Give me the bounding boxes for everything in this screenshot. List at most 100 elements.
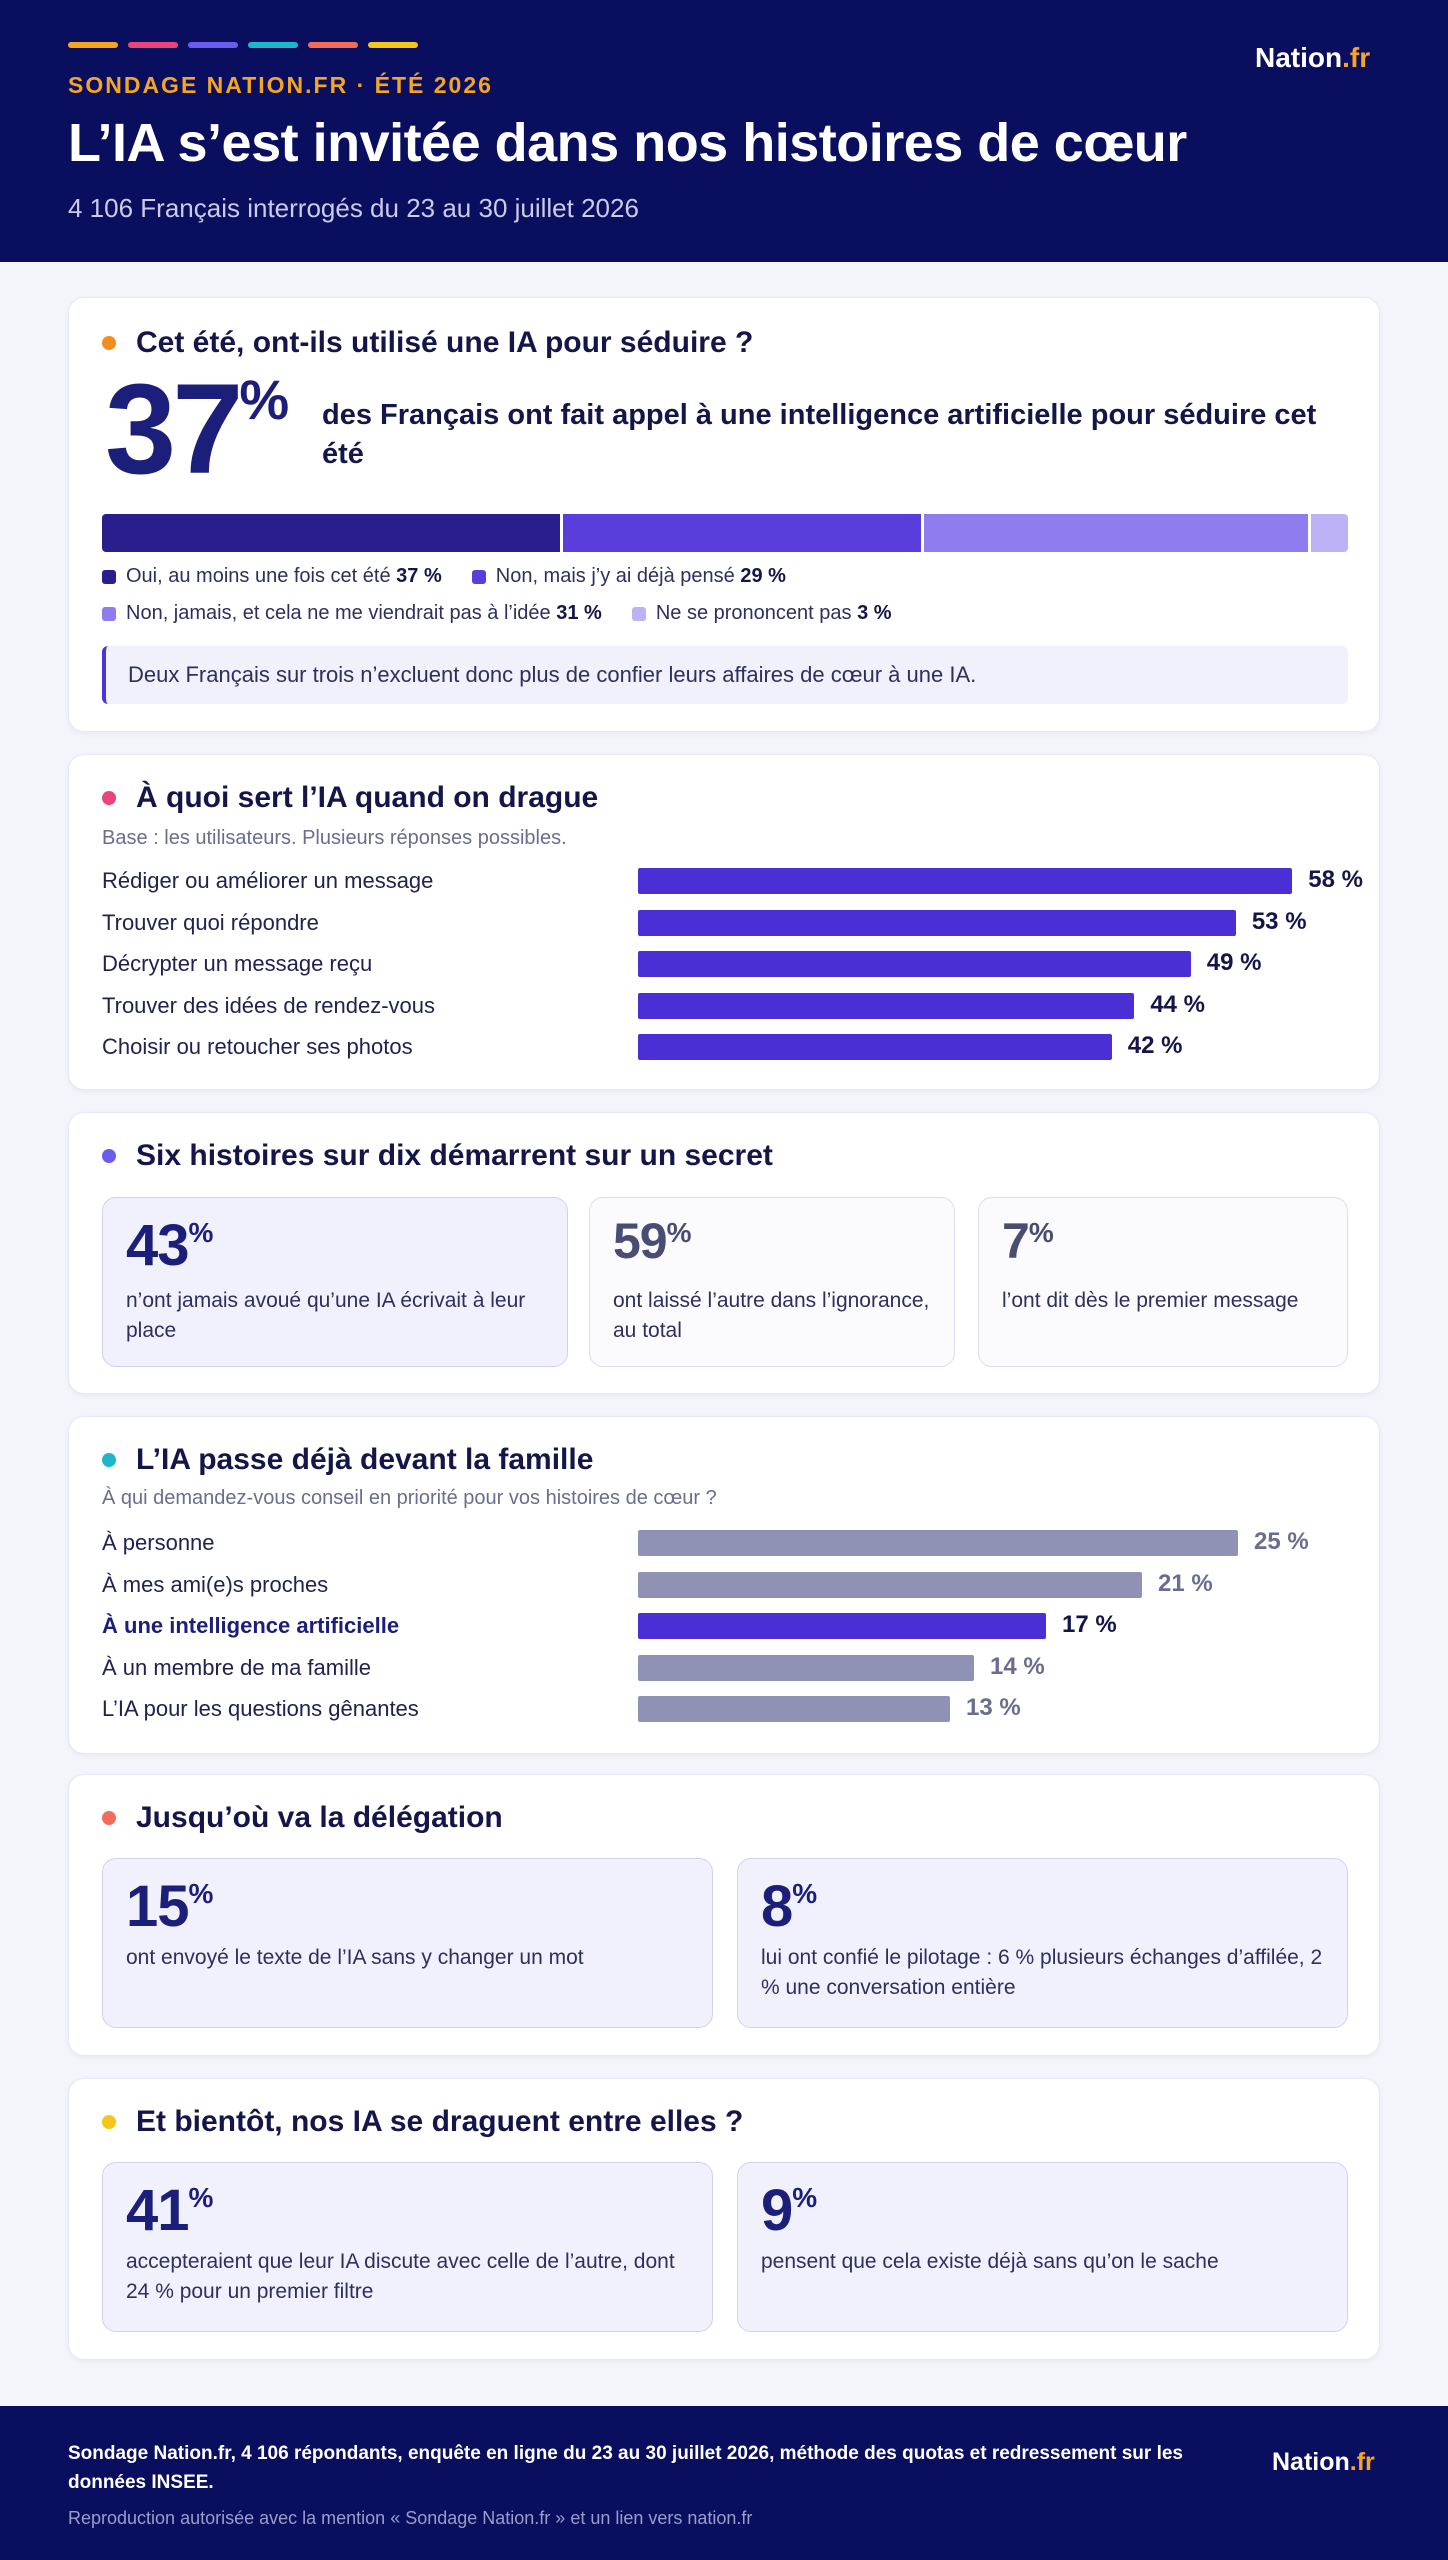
bar-label: À un membre de ma famille	[102, 1654, 371, 1680]
kicker: SONDAGE NATION.FR · ÉTÉ 2026	[68, 72, 493, 98]
page-title: L’IA s’est invitée dans nos histoires de…	[68, 113, 1187, 173]
legend-swatch	[471, 569, 486, 584]
legend-value: 29 %	[740, 565, 786, 587]
section-advice: L’IA passe déjà devant la famille À qui …	[68, 1416, 1380, 1754]
stat-number: 41	[126, 2178, 190, 2243]
bar-value: 17 %	[1062, 1611, 1117, 1638]
section-ai-dating: Et bientôt, nos IA se draguent entre ell…	[68, 2078, 1380, 2360]
stat-number: 43	[126, 1213, 190, 1278]
bar-value: 21 %	[1158, 1569, 1213, 1597]
legend-value: 31 %	[556, 602, 602, 624]
bar-value: 44 %	[1150, 990, 1206, 1018]
bar-value: 58 %	[1308, 866, 1363, 893]
bar	[638, 1654, 974, 1681]
stat-card: 15% ont envoyé le texte de l’IA sans y c…	[102, 1858, 713, 2028]
stripe	[248, 42, 298, 48]
legend-label: Ne se prononcent pas	[655, 602, 852, 624]
stripe	[188, 42, 238, 48]
section-ai-uses: À quoi sert l’IA quand on drague Base : …	[68, 754, 1380, 1090]
legend-item: Non, jamais, et cela ne me viendrait pas…	[102, 602, 602, 625]
section-delegation: Jusqu’où va la délégation 15% ont envoyé…	[68, 1774, 1380, 2056]
bar-label: L’IA pour les questions gênantes	[102, 1696, 419, 1721]
section-title-text: Jusqu’où va la délégation	[136, 1801, 503, 1834]
stat-value: 8%	[761, 1875, 817, 1939]
legend-swatch	[102, 569, 116, 584]
stripe	[368, 42, 418, 48]
bar-label: Trouver des idées de rendez-vous	[102, 992, 436, 1018]
stat-text: ont laissé l’autre dans l’ignorance, au …	[613, 1289, 930, 1343]
legend-row-1: Oui, au moins une fois cet été 37 % Non,…	[102, 565, 1348, 588]
bar-value: 25 %	[1254, 1528, 1309, 1555]
section-dot-icon	[102, 1149, 116, 1163]
section-note: Base : les utilisateurs. Plusieurs répon…	[102, 827, 567, 849]
section-title: Six histoires sur dix démarrent sur un s…	[102, 1139, 773, 1173]
stripe	[68, 42, 118, 48]
legend-row-2: Non, jamais, et cela ne me viendrait pas…	[102, 602, 1348, 625]
big-percentage: 37%	[105, 366, 289, 494]
bar	[638, 992, 1135, 1019]
brand-tld: .fr	[1349, 2448, 1375, 2476]
header: SONDAGE NATION.FR · ÉTÉ 2026 L’IA s’est …	[0, 0, 1448, 262]
section-dot-icon	[102, 791, 116, 805]
section-secret: Six histoires sur dix démarrent sur un s…	[68, 1112, 1380, 1394]
bar	[638, 868, 1293, 894]
stat-number: 8	[761, 1874, 793, 1939]
section-title: Cet été, ont-ils utilisé une IA pour séd…	[102, 326, 753, 360]
legend-label: Oui, au moins une fois cet été	[126, 565, 391, 587]
legend-swatch	[631, 606, 646, 621]
stat-text: ont envoyé le texte de l’IA sans y chang…	[126, 1946, 584, 1969]
bar-label: Choisir ou retoucher ses photos	[102, 1034, 413, 1059]
stat-card: 41% accepteraient que leur IA discute av…	[102, 2162, 713, 2332]
bar	[638, 951, 1191, 977]
stat-unit: %	[792, 1878, 818, 1909]
legend-label: Non, mais j’y ai déjà pensé	[495, 565, 735, 587]
section-dot-icon	[102, 1811, 116, 1825]
section-title: À quoi sert l’IA quand on drague	[102, 781, 598, 815]
bar-row: À personne 25 %	[102, 1528, 1348, 1558]
stripe	[128, 42, 178, 48]
section-note: À qui demandez-vous conseil en priorité …	[102, 1487, 717, 1509]
stat-card: 43% n’ont jamais avoué qu’une IA écrivai…	[102, 1197, 568, 1367]
bar-row: Trouver des idées de rendez-vous 44 %	[102, 991, 1348, 1021]
stat-text: l’ont dit dès le premier message	[1002, 1289, 1299, 1312]
brand-name: Nation	[1272, 2448, 1350, 2476]
methodology-note: Sondage Nation.fr, 4 106 répondants, enq…	[68, 2443, 1183, 2493]
bar-value: 42 %	[1127, 1032, 1183, 1059]
bar-row: À mes ami(e)s proches 21 %	[102, 1570, 1348, 1600]
stat-value: 15%	[126, 1875, 213, 1939]
stat-text: n’ont jamais avoué qu’une IA écrivait à …	[126, 1289, 526, 1343]
bar-value: 53 %	[1251, 907, 1307, 935]
stat-value: 9%	[761, 2179, 817, 2243]
legend-item: Non, mais j’y ai déjà pensé 29 %	[471, 565, 786, 588]
bar-label: À une intelligence artificielle	[102, 1613, 400, 1638]
legend-label: Non, jamais, et cela ne me viendrait pas…	[126, 602, 551, 624]
reproduction-note: Reproduction autorisée avec la mention «…	[68, 2508, 753, 2528]
legend-item: Ne se prononcent pas 3 %	[631, 602, 892, 625]
stat-unit: %	[1028, 1217, 1054, 1248]
stat-value: 41%	[126, 2179, 213, 2243]
bar	[638, 1613, 1046, 1639]
legend-value: 37 %	[396, 565, 442, 587]
bar	[638, 1696, 950, 1722]
legend-swatch	[102, 606, 116, 621]
stat-unit: %	[188, 2182, 214, 2213]
bar-row: Choisir ou retoucher ses photos 42 %	[102, 1032, 1348, 1062]
section-ai-usage: Cet été, ont-ils utilisé une IA pour séd…	[68, 297, 1380, 732]
color-stripes	[68, 42, 418, 48]
stat-text: pensent que cela existe déjà sans qu’on …	[761, 2250, 1219, 2273]
stat-number: 59	[613, 1213, 668, 1269]
footer-brand-logo[interactable]: Nation.fr	[1272, 2448, 1375, 2477]
stat-unit: %	[666, 1217, 692, 1248]
bar-row: Trouver quoi répondre 53 %	[102, 908, 1348, 938]
bar	[638, 1530, 1238, 1556]
stat-card: 8% lui ont confié le pilotage : 6 % plus…	[737, 1858, 1348, 2028]
stat-value: 43%	[126, 1214, 213, 1278]
bar-label: À mes ami(e)s proches	[102, 1571, 329, 1597]
bar-row: Décrypter un message reçu 49 %	[102, 949, 1348, 979]
stack-segment	[924, 514, 1311, 552]
footer: Sondage Nation.fr, 4 106 répondants, enq…	[0, 2406, 1448, 2560]
brand-logo[interactable]: Nation.fr	[1255, 42, 1370, 74]
stack-segment	[563, 514, 925, 552]
stat-unit: %	[188, 1217, 214, 1248]
bar-value: 13 %	[966, 1694, 1021, 1721]
